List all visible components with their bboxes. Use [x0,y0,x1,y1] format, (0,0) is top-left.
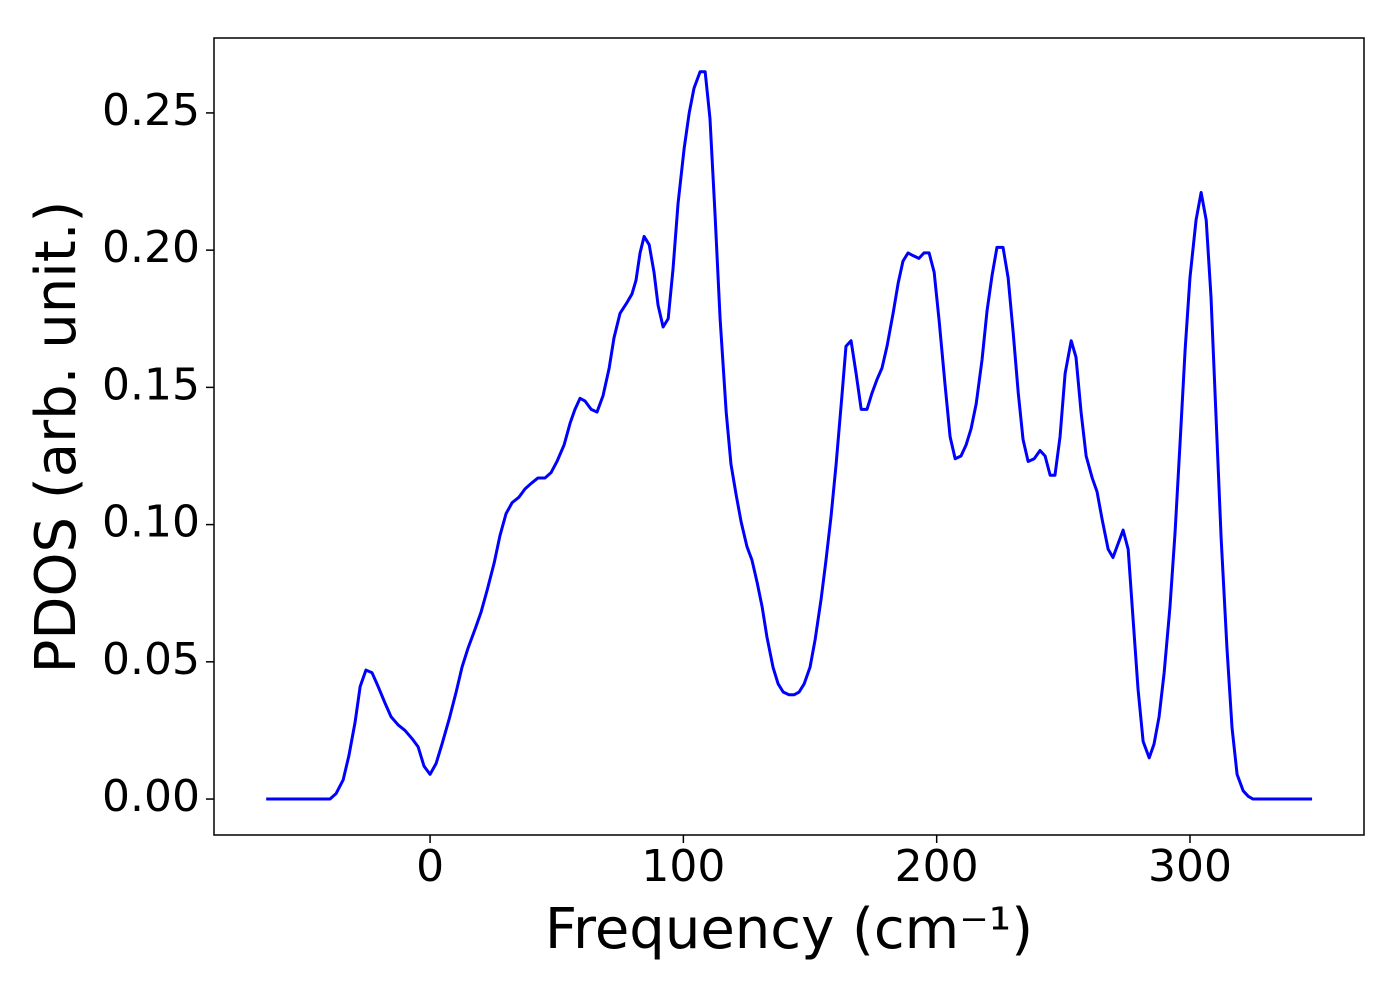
line [266,70,1313,801]
x-axis-label: Frequency (cm⁻¹) [545,897,1033,962]
x-tick-label: 100 [641,841,725,892]
x-tick-label: 0 [416,841,444,892]
y-tick-label: 0.15 [102,359,200,410]
y-axis-label: PDOS (arb. unit.) [24,201,89,674]
plot-frame [213,37,1365,836]
y-tick-label: 0.05 [102,634,200,685]
y-tick-label: 0.00 [102,771,200,822]
y-tick-label: 0.20 [102,222,200,273]
x-tick-label: 200 [895,841,979,892]
x-tick-label: 300 [1148,841,1232,892]
y-tick-label: 0.25 [102,85,200,136]
y-tick-label: 0.10 [102,497,200,548]
